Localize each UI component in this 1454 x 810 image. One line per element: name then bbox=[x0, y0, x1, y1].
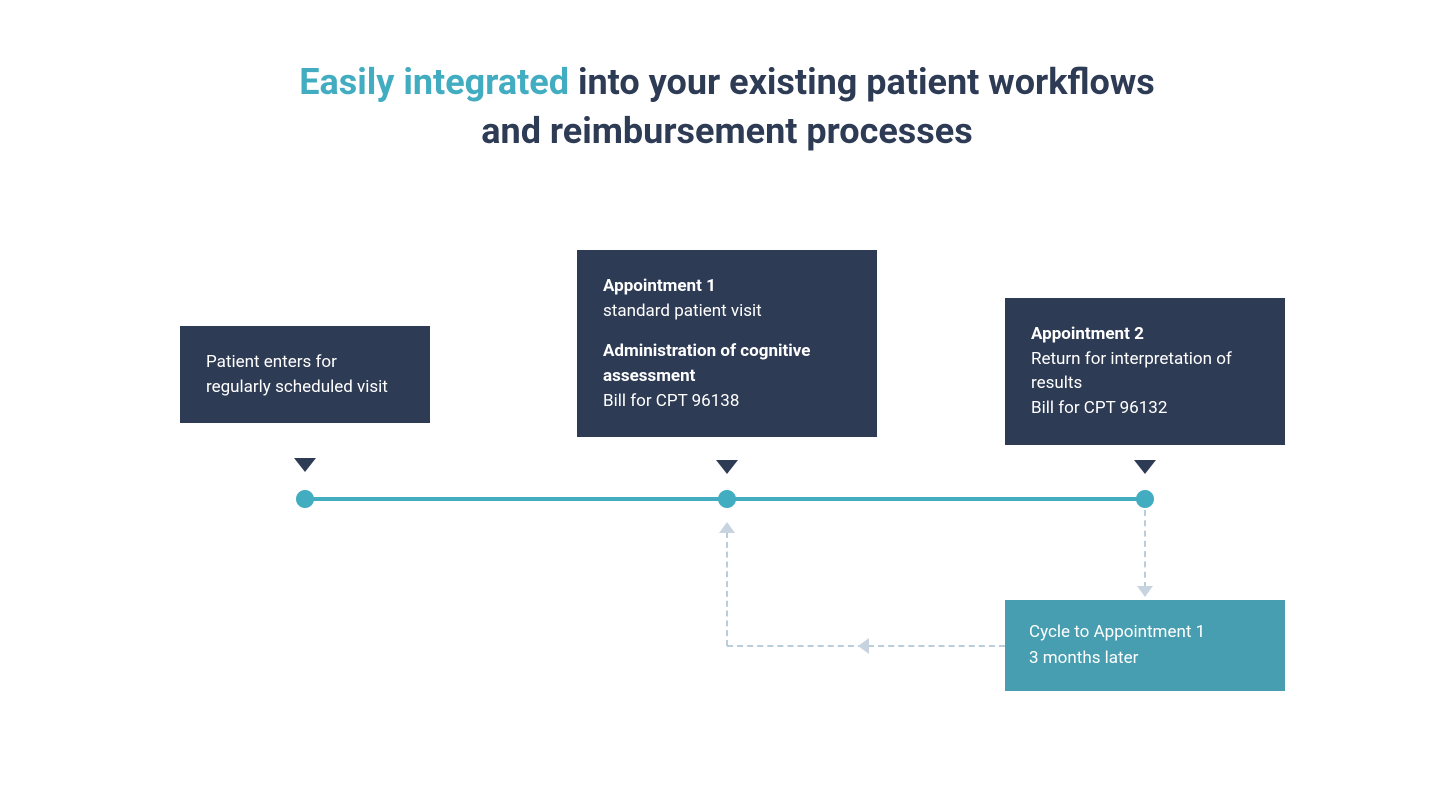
card2-sub1: standard patient visit bbox=[603, 299, 851, 324]
timeline-dot-3 bbox=[1136, 490, 1154, 508]
card3-heading1: Appointment 2 bbox=[1031, 322, 1259, 347]
diagram-stage: Patient enters for regularly scheduled v… bbox=[0, 0, 1454, 810]
card1-line1: Patient enters for bbox=[206, 350, 404, 375]
card1-line2: regularly scheduled visit bbox=[206, 375, 404, 400]
card2-heading2: Administration of cognitive assessment bbox=[603, 339, 851, 388]
cycle-line1: Cycle to Appointment 1 bbox=[1029, 620, 1261, 646]
card-appointment-2: Appointment 2 Return for interpretation … bbox=[1005, 298, 1285, 445]
card-appointment-1: Appointment 1 standard patient visit Adm… bbox=[577, 250, 877, 437]
arrow-left-icon bbox=[858, 638, 869, 654]
card3-sub1: Return for interpretation of results bbox=[1031, 347, 1259, 396]
arrow-down-icon bbox=[1137, 586, 1153, 597]
card1-pointer-icon bbox=[294, 458, 316, 472]
card2-heading1: Appointment 1 bbox=[603, 274, 851, 299]
card3-pointer-icon bbox=[1134, 460, 1156, 474]
dashed-line-dot2-up bbox=[726, 532, 728, 646]
card2-pointer-icon bbox=[716, 460, 738, 474]
card-patient-enters: Patient enters for regularly scheduled v… bbox=[180, 326, 430, 423]
timeline-dot-1 bbox=[296, 490, 314, 508]
card3-sub2: Bill for CPT 96132 bbox=[1031, 396, 1259, 421]
arrow-up-icon bbox=[719, 522, 735, 533]
cycle-line2: 3 months later bbox=[1029, 646, 1261, 672]
dashed-line-dot3-down bbox=[1144, 510, 1146, 588]
card2-sub2: Bill for CPT 96138 bbox=[603, 389, 851, 414]
cycle-box: Cycle to Appointment 1 3 months later bbox=[1005, 600, 1285, 691]
timeline-dot-2 bbox=[718, 490, 736, 508]
